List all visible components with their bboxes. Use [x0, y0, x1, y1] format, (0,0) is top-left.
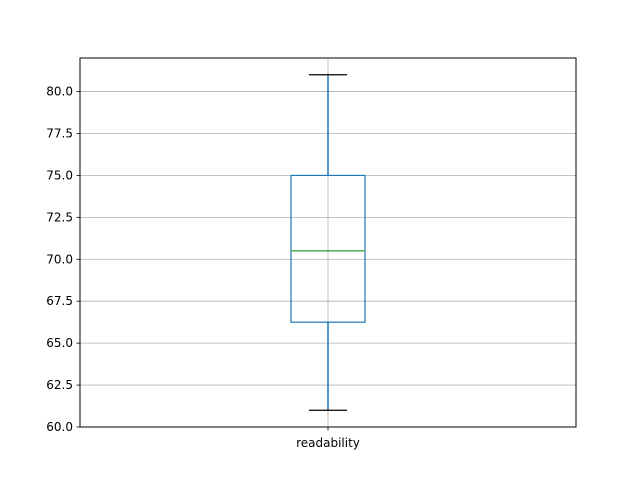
- y-tick-label: 80.0: [46, 85, 73, 99]
- boxes: [290, 74, 366, 411]
- y-tick-label: 67.5: [46, 294, 73, 308]
- y-tick-label: 72.5: [46, 210, 73, 224]
- y-tick-label: 65.0: [46, 336, 73, 350]
- y-axis: 60.0 62.5 65.0 67.5 70.0 72.5 75.0 77.5 80.0: [46, 85, 80, 434]
- y-tick-label: 70.0: [46, 252, 73, 266]
- box: [290, 174, 366, 323]
- y-tick-label: 60.0: [46, 420, 73, 434]
- y-tick-label: 62.5: [46, 378, 73, 392]
- y-tick-label: 77.5: [46, 126, 73, 140]
- y-tick-label: 75.0: [46, 168, 73, 182]
- x-tick-label: readability: [296, 436, 360, 450]
- x-axis: readability: [296, 427, 360, 450]
